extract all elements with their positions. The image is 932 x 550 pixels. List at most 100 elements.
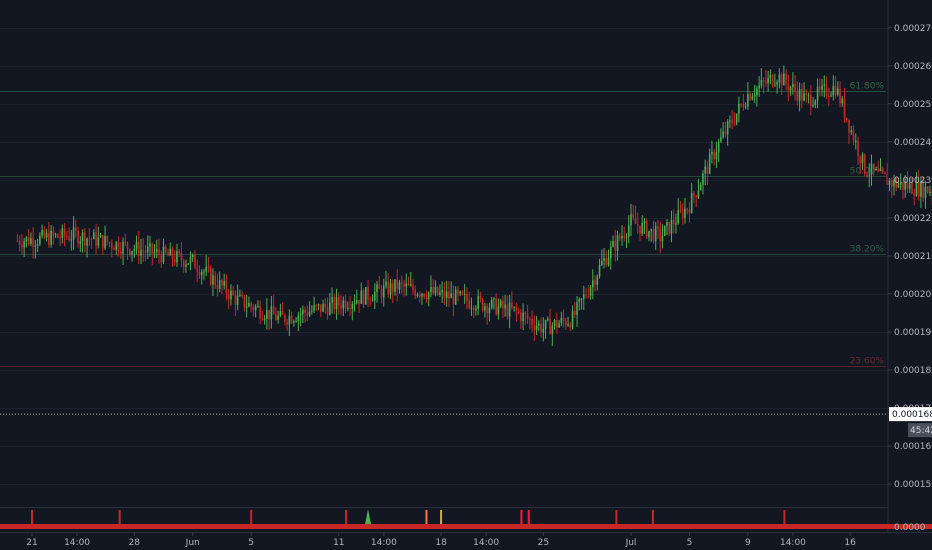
candle	[207, 256, 210, 273]
candle-body	[562, 317, 565, 321]
candle	[351, 300, 354, 321]
candle	[735, 113, 738, 126]
candle-body	[81, 232, 84, 241]
candle	[284, 313, 286, 326]
candle	[778, 68, 781, 89]
candle-body	[382, 285, 385, 298]
candle	[448, 281, 450, 308]
candle-body	[387, 281, 390, 295]
candle	[88, 227, 91, 246]
candle	[675, 213, 677, 234]
candle-body	[726, 121, 729, 135]
candle-body	[830, 95, 832, 97]
candle	[854, 133, 857, 150]
y-axis-tick-label: 0.00023000	[894, 176, 932, 186]
candle-body	[598, 265, 601, 277]
candle	[104, 225, 106, 251]
candle-body	[493, 298, 495, 300]
candle	[908, 178, 911, 193]
candle-body	[122, 241, 124, 254]
candle-body	[868, 174, 871, 176]
candle-body	[798, 89, 801, 101]
candle-body	[801, 89, 803, 101]
candle-body	[641, 222, 644, 234]
countdown-box	[908, 423, 932, 438]
candle	[695, 195, 697, 208]
candle	[39, 232, 41, 247]
candle	[547, 316, 549, 322]
candle-body	[245, 306, 248, 308]
candle	[636, 212, 639, 234]
candle-body	[535, 325, 538, 330]
candle-body	[225, 281, 228, 294]
candle	[571, 305, 574, 330]
candle	[771, 73, 774, 88]
y-axis-tick-label: 0.00021000	[894, 252, 932, 262]
candle	[378, 276, 381, 289]
fibonacci-retracement[interactable]: 61.80% 50.00% 38.20% 23.60%	[0, 82, 886, 367]
candle	[450, 281, 452, 299]
candle-body	[747, 93, 749, 107]
candle	[360, 282, 363, 304]
candle-body	[924, 186, 927, 198]
candle-body	[223, 281, 225, 286]
time-axis[interactable]: 21 14:00 28 Jun 5 11 14:00 18 14:00 25 Jul 5 9 14:00 1…	[26, 532, 856, 548]
candle	[36, 238, 39, 253]
candle-body	[738, 103, 740, 114]
candle-body	[805, 93, 808, 95]
candle-body	[463, 293, 466, 295]
candle-body	[639, 225, 641, 234]
candle-body	[472, 307, 475, 311]
candle-body	[567, 324, 569, 326]
candle	[93, 229, 95, 240]
candle	[205, 255, 207, 277]
candle-body	[457, 289, 459, 294]
candle-body	[917, 181, 920, 197]
candle-body	[708, 154, 711, 174]
indicator-baseline	[0, 524, 932, 529]
y-axis-tick-label: 0.00019000	[894, 328, 932, 338]
candle-body	[135, 241, 138, 250]
candle	[899, 173, 902, 191]
candle	[776, 79, 778, 94]
candle	[84, 228, 86, 253]
candle-body	[733, 123, 736, 125]
candle	[495, 293, 497, 316]
candle-body	[155, 249, 158, 252]
fib-level-label: 23.60%	[850, 357, 885, 367]
candle-body	[216, 284, 219, 289]
candle	[232, 285, 234, 296]
candle-body	[792, 83, 794, 87]
candle	[751, 92, 754, 101]
candle-body	[758, 85, 760, 89]
candle-body	[587, 295, 590, 297]
candle	[600, 249, 603, 267]
indicator-spike	[651, 510, 654, 524]
candle-body	[890, 179, 893, 187]
candle	[32, 226, 34, 259]
candle	[198, 265, 201, 279]
candle-body	[470, 307, 473, 309]
candle	[439, 284, 441, 297]
y-axis-tick-label: 0.00018000	[894, 366, 932, 376]
candle-body	[250, 303, 252, 307]
candle-body	[304, 309, 306, 313]
candle-body	[616, 235, 619, 252]
candle-body	[740, 103, 742, 105]
candle	[904, 175, 907, 198]
candle-body	[897, 184, 900, 188]
candle	[293, 319, 295, 327]
candle-body	[355, 299, 358, 304]
candle	[832, 75, 835, 101]
candle-body	[715, 152, 718, 160]
candle-body	[277, 315, 279, 320]
candle-body	[690, 192, 693, 213]
candle-body	[585, 294, 587, 296]
candle	[398, 279, 401, 294]
candle	[774, 73, 776, 88]
candle-body	[241, 294, 243, 296]
candle-body	[418, 294, 421, 297]
candle	[747, 82, 749, 110]
candle	[670, 210, 673, 243]
